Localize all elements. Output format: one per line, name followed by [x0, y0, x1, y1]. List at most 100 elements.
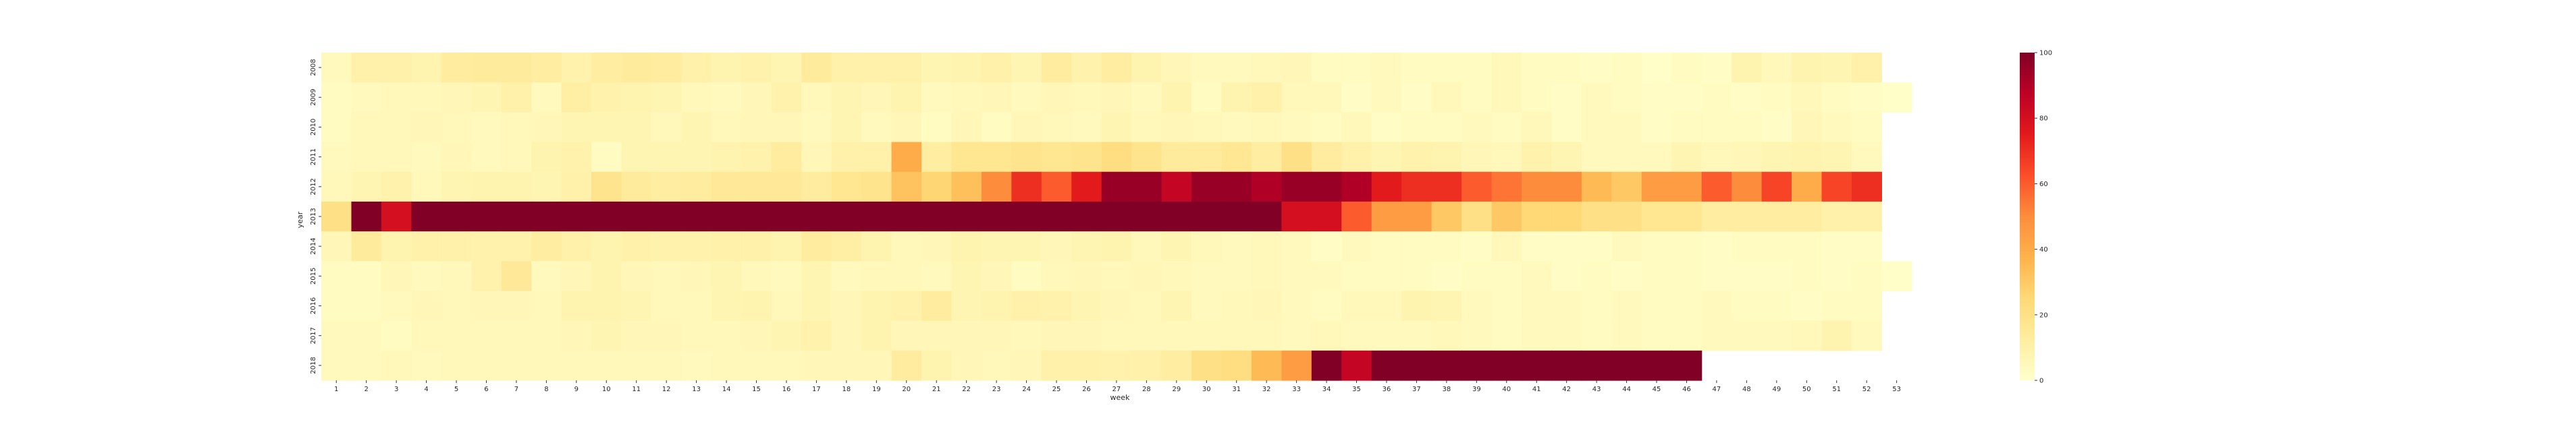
heatmap-cell: [1431, 231, 1462, 262]
heatmap-cell: [651, 82, 682, 113]
heatmap-cell: [1101, 320, 1132, 351]
heatmap-cell: [1341, 53, 1372, 83]
heatmap-cell: [1221, 142, 1252, 173]
heatmap-cell: [921, 350, 952, 381]
heatmap-cell: [831, 320, 862, 351]
heatmap-cell: [1821, 320, 1852, 351]
heatmap-cell: [1491, 350, 1522, 381]
heatmap-cell: [1011, 291, 1042, 322]
heatmap-cell: [1371, 320, 1402, 351]
heatmap-cell: [831, 291, 862, 322]
heatmap-cell: [801, 142, 832, 173]
heatmap-cell: [591, 112, 622, 143]
heatmap-cell: [1732, 112, 1763, 143]
heatmap-cell: [1491, 112, 1522, 143]
x-tick-label: 6: [484, 386, 488, 393]
heatmap-cell: [1401, 53, 1432, 83]
heatmap-cell: [1401, 201, 1432, 232]
heatmap-cell: [1821, 82, 1852, 113]
heatmap-cell: [951, 201, 982, 232]
heatmap-cell: [1551, 261, 1582, 292]
heatmap-cell: [501, 350, 532, 381]
heatmap-cell: [1611, 53, 1642, 83]
heatmap-cell: [651, 171, 682, 202]
heatmap-cell: [1522, 53, 1553, 83]
heatmap-cell: [561, 201, 592, 232]
heatmap-cell: [1401, 82, 1432, 113]
heatmap-cell: [1461, 231, 1493, 262]
heatmap-cell: [1701, 261, 1732, 292]
heatmap-cell: [861, 201, 892, 232]
heatmap-cell: [1161, 142, 1192, 173]
heatmap-cell: [1431, 112, 1462, 143]
heatmap-cell: [681, 350, 712, 381]
heatmap-cell: [1851, 171, 1882, 202]
heatmap-cell: [1161, 320, 1192, 351]
heatmap-cell: [1581, 171, 1612, 202]
x-tick-label: 31: [1232, 386, 1241, 393]
heatmap-cell: [1551, 53, 1582, 83]
heatmap-cell: [531, 261, 562, 292]
heatmap-cell: [681, 112, 712, 143]
heatmap-cell: [681, 261, 712, 292]
heatmap-cell: [1011, 231, 1042, 262]
heatmap-cell: [1161, 231, 1192, 262]
x-tick-label: 37: [1412, 386, 1421, 393]
heatmap-cell: [411, 171, 442, 202]
heatmap-cell: [1792, 171, 1823, 202]
heatmap-cell: [891, 53, 922, 83]
heatmap-cell: [951, 53, 982, 83]
heatmap-cell: [711, 82, 742, 113]
heatmap-cell: [951, 261, 982, 292]
heatmap-cell: [1792, 201, 1823, 232]
heatmap-cell: [1671, 142, 1702, 173]
heatmap-cell: [801, 231, 832, 262]
x-tick-label: 13: [692, 386, 701, 393]
heatmap-cell: [411, 231, 442, 262]
heatmap-cell: [351, 291, 382, 322]
heatmap-cell: [621, 112, 652, 143]
heatmap-cell: [1792, 231, 1823, 262]
heatmap-cell: [531, 350, 562, 381]
heatmap-cell: [1191, 53, 1223, 83]
heatmap-cell: [591, 171, 622, 202]
heatmap-cell: [921, 320, 952, 351]
heatmap-cell: [921, 291, 952, 322]
heatmap-cell: [621, 320, 652, 351]
x-tick-label: 43: [1592, 386, 1601, 393]
heatmap-cell: [351, 142, 382, 173]
heatmap-cell: [1371, 142, 1402, 173]
y-tick-label: 2012: [310, 178, 317, 195]
heatmap-cell: [891, 231, 922, 262]
heatmap-cell: [921, 82, 952, 113]
heatmap-cell: [741, 53, 772, 83]
heatmap-cell: [471, 291, 502, 322]
heatmap-cell: [1401, 261, 1432, 292]
heatmap-cell: [621, 82, 652, 113]
heatmap-cell: [681, 201, 712, 232]
x-tick-label: 40: [1502, 386, 1511, 393]
heatmap-cell: [771, 53, 802, 83]
heatmap-cell: [1011, 82, 1042, 113]
heatmap-cell: [561, 320, 592, 351]
heatmap-cell: [711, 261, 742, 292]
x-tick-label: 17: [812, 386, 821, 393]
heatmap-cell: [591, 201, 622, 232]
heatmap-cell: [531, 201, 562, 232]
heatmap-cell: [1131, 82, 1162, 113]
heatmap-cell: [1371, 82, 1402, 113]
heatmap-cell: [621, 171, 652, 202]
heatmap-cell: [651, 112, 682, 143]
heatmap-cell: [951, 171, 982, 202]
heatmap-cell: [1371, 201, 1402, 232]
colorbar-tick-label: 40: [2039, 246, 2048, 254]
heatmap-cell: [1611, 291, 1642, 322]
heatmap-cell: [891, 201, 922, 232]
heatmap-cell: [441, 171, 472, 202]
heatmap-cell: [1761, 201, 1792, 232]
heatmap-cell: [1221, 53, 1252, 83]
heatmap-cell: [1311, 171, 1342, 202]
heatmap-cell: [1551, 82, 1582, 113]
heatmap-cell: [801, 320, 832, 351]
heatmap-cell: [1251, 82, 1282, 113]
